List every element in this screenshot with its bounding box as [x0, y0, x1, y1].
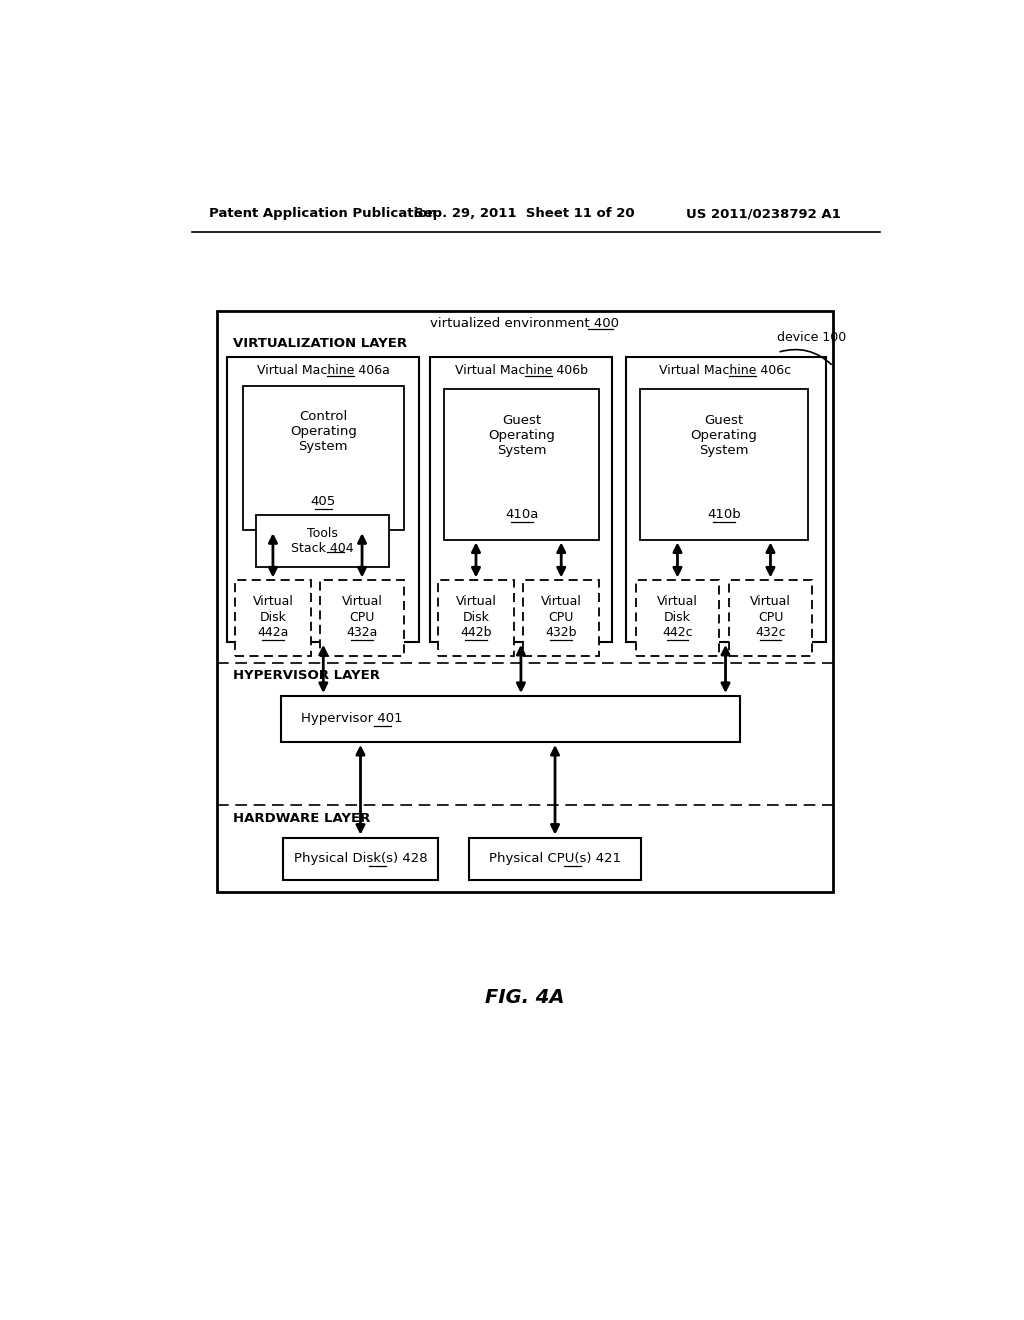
Text: Virtual Machine 406c: Virtual Machine 406c — [659, 364, 792, 378]
Bar — [729, 581, 812, 656]
Bar — [227, 358, 420, 642]
Text: US 2011/0238792 A1: US 2011/0238792 A1 — [686, 207, 841, 220]
Text: Disk: Disk — [664, 611, 691, 624]
Bar — [283, 838, 438, 880]
Bar — [321, 581, 403, 656]
Text: Tools
Stack 404: Tools Stack 404 — [291, 527, 354, 556]
Text: Virtual: Virtual — [456, 595, 497, 609]
Text: 432b: 432b — [546, 626, 577, 639]
Text: Patent Application Publication: Patent Application Publication — [209, 207, 437, 220]
Text: Virtual Machine 406b: Virtual Machine 406b — [455, 364, 588, 378]
Text: Virtual Machine 406a: Virtual Machine 406a — [257, 364, 390, 378]
Text: Virtual: Virtual — [253, 595, 293, 609]
Text: Disk: Disk — [463, 611, 489, 624]
Text: Control
Operating
System: Control Operating System — [290, 411, 356, 453]
Text: Virtual: Virtual — [657, 595, 698, 609]
Text: Hypervisor 401: Hypervisor 401 — [301, 713, 402, 726]
Text: 405: 405 — [310, 495, 336, 508]
Text: 432a: 432a — [346, 626, 378, 639]
Bar — [626, 358, 825, 642]
Text: HARDWARE LAYER: HARDWARE LAYER — [232, 812, 370, 825]
Text: Virtual: Virtual — [342, 595, 383, 609]
Bar — [636, 581, 719, 656]
Text: Guest
Operating
System: Guest Operating System — [690, 414, 758, 457]
Text: 442c: 442c — [663, 626, 693, 639]
Text: CPU: CPU — [758, 611, 783, 624]
Text: device 100: device 100 — [777, 331, 847, 345]
Text: Virtual: Virtual — [750, 595, 791, 609]
Text: 442a: 442a — [257, 626, 289, 639]
Text: Guest
Operating
System: Guest Operating System — [488, 414, 555, 457]
Bar — [217, 312, 834, 892]
Bar — [640, 389, 809, 540]
Bar — [234, 581, 311, 656]
Text: Virtual: Virtual — [541, 595, 582, 609]
Text: Sep. 29, 2011  Sheet 11 of 20: Sep. 29, 2011 Sheet 11 of 20 — [415, 207, 635, 220]
Text: 410b: 410b — [708, 508, 740, 520]
Text: 432c: 432c — [755, 626, 785, 639]
Text: virtualized environment 400: virtualized environment 400 — [430, 317, 620, 330]
Text: Physical Disk(s) 428: Physical Disk(s) 428 — [294, 853, 427, 865]
Text: HYPERVISOR LAYER: HYPERVISOR LAYER — [232, 669, 380, 682]
Bar — [523, 581, 599, 656]
Text: VIRTUALIZATION LAYER: VIRTUALIZATION LAYER — [232, 337, 407, 350]
Bar — [444, 389, 599, 540]
Text: Physical CPU(s) 421: Physical CPU(s) 421 — [489, 853, 622, 865]
Text: Disk: Disk — [259, 611, 287, 624]
Bar — [469, 838, 641, 880]
Bar — [430, 358, 612, 642]
Bar — [438, 581, 514, 656]
Bar — [256, 515, 389, 568]
Bar — [282, 696, 740, 742]
Bar — [243, 385, 403, 531]
Text: 442b: 442b — [460, 626, 492, 639]
Text: 410a: 410a — [505, 508, 539, 520]
Text: CPU: CPU — [349, 611, 375, 624]
Text: FIG. 4A: FIG. 4A — [485, 989, 564, 1007]
Text: CPU: CPU — [549, 611, 573, 624]
